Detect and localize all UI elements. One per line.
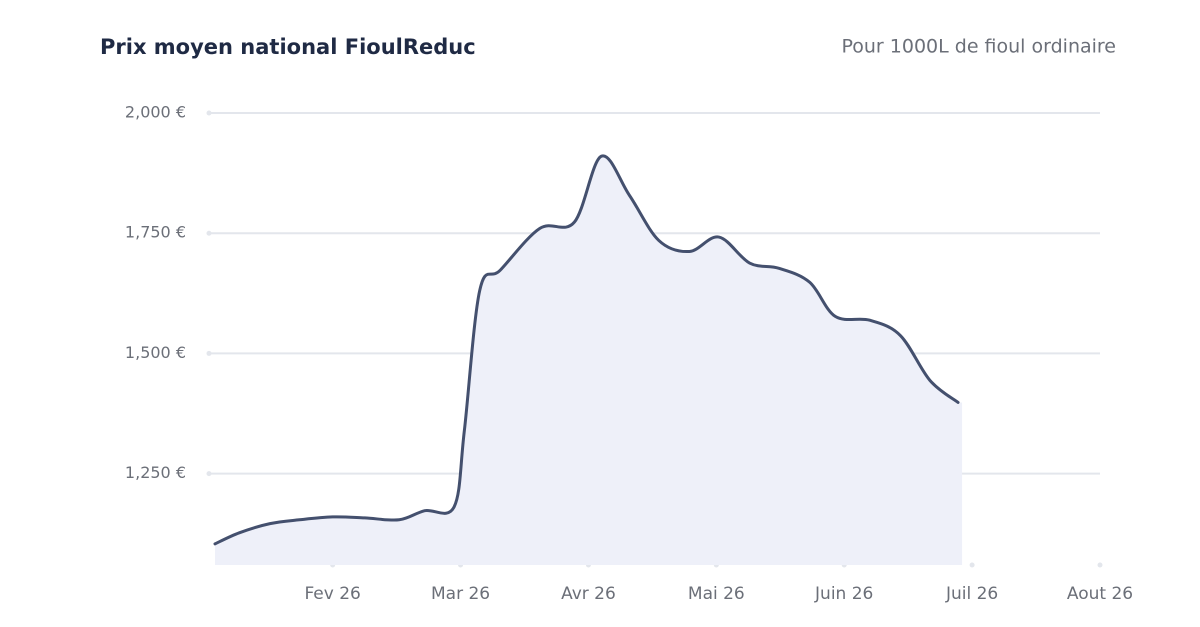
x-tick-label: Aout 26 — [1067, 584, 1133, 604]
y-tick-label: 2,000 € — [125, 103, 186, 122]
y-tick-mark — [206, 471, 212, 477]
chart-subtitle: Pour 1000L de fioul ordinaire — [841, 36, 1116, 58]
chart-title: Prix moyen national FioulReduc — [100, 35, 476, 59]
price-line — [213, 154, 960, 546]
x-tick-label: Mar 26 — [431, 584, 490, 604]
area-fill — [215, 155, 963, 565]
x-tick-label: Juil 26 — [945, 584, 998, 604]
x-tick-label: Mai 26 — [688, 584, 745, 604]
x-tick-label: Fev 26 — [304, 584, 360, 604]
y-tick-label: 1,500 € — [125, 343, 186, 362]
y-tick-mark — [206, 110, 212, 116]
y-tick-label: 1,250 € — [125, 463, 186, 482]
y-tick-mark — [206, 350, 212, 356]
y-tick-mark — [206, 230, 212, 236]
x-tick-label: Juin 26 — [814, 584, 873, 604]
x-tick-mark — [969, 562, 975, 568]
x-tick-mark — [1097, 562, 1103, 568]
y-tick-label: 1,750 € — [125, 223, 186, 242]
x-tick-label: Avr 26 — [561, 584, 616, 604]
